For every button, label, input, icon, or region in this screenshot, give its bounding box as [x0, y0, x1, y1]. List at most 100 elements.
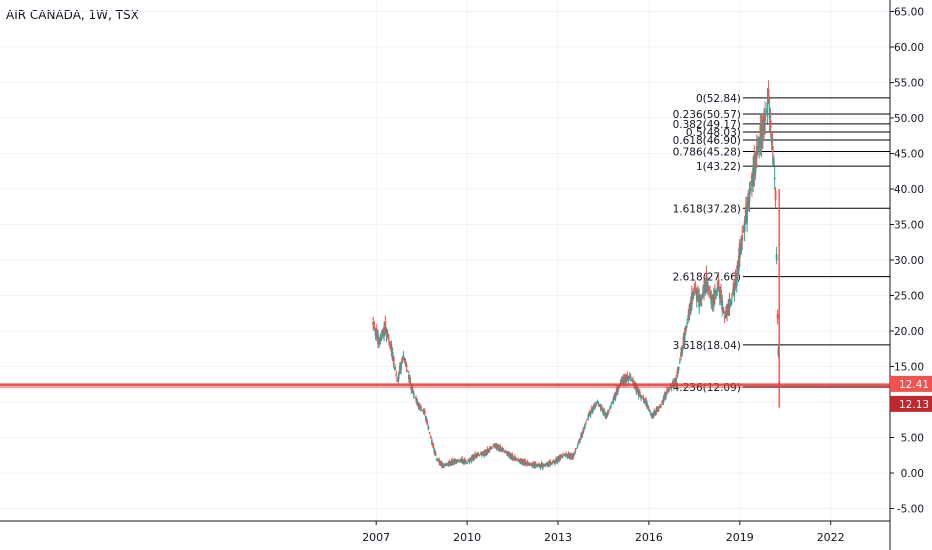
candle-body [434, 452, 437, 456]
candle-body [480, 453, 483, 456]
candle-body [390, 343, 393, 352]
candle-body [774, 190, 777, 200]
candle-body [400, 363, 402, 371]
candle-body [726, 304, 728, 316]
candle-body [613, 394, 616, 400]
candle-body [591, 407, 594, 412]
candle-body [757, 146, 759, 148]
candle-body [617, 387, 619, 393]
candle-body [595, 402, 598, 405]
fibonacci-levels[interactable]: 0(52.84) 0.236(50.57)0.382(49.17)0.5(48.0… [673, 93, 890, 394]
candle-body [770, 137, 773, 143]
candle-body [723, 316, 726, 318]
price-label-text: 12.13 [899, 399, 929, 411]
candle-body [755, 146, 758, 158]
y-tick-label: 30.00 [894, 255, 924, 267]
candle-body [564, 454, 567, 456]
candle-body [420, 406, 422, 410]
candle-body [532, 462, 535, 467]
candle-body [574, 450, 577, 452]
candle-body [487, 448, 490, 453]
candle-body [752, 167, 755, 187]
candle-body [571, 454, 573, 460]
candle-body [736, 260, 739, 275]
y-tick-label: 60.00 [894, 42, 924, 54]
candle-body [552, 461, 555, 463]
candle-body [486, 448, 489, 453]
candle-body [403, 358, 406, 360]
candle-body [586, 418, 588, 421]
candle-body [377, 334, 379, 345]
candle-body [640, 395, 642, 399]
candle-body [537, 465, 539, 467]
candle-body [391, 351, 394, 361]
candle-body [548, 462, 550, 467]
candle-body [580, 434, 583, 439]
y-tick-label: 45.00 [894, 149, 924, 161]
price-series [372, 80, 781, 471]
candle-body [604, 412, 607, 418]
candle-body [771, 145, 774, 153]
candle-body [722, 307, 725, 313]
candle-body [558, 456, 561, 461]
candle-body [743, 220, 746, 232]
fib-level-label: 1.618(37.28) [673, 203, 741, 215]
candle-body [776, 314, 779, 319]
candle-body [754, 153, 757, 173]
candle-body [630, 379, 633, 381]
x-tick-label: 2007 [362, 531, 390, 544]
y-tick-label: 40.00 [894, 184, 924, 196]
candle-body [502, 449, 505, 452]
price-line [0, 383, 890, 388]
candle-body [710, 295, 713, 304]
candle-body [550, 461, 553, 465]
candle-body [758, 137, 761, 150]
candle-body [753, 153, 756, 176]
candle-body [737, 255, 740, 271]
candle-body [431, 440, 433, 445]
candle-body [428, 432, 431, 434]
candle-body [508, 453, 511, 458]
candle-body [541, 464, 544, 469]
price-label-text: 12.41 [899, 379, 929, 391]
candle-body [596, 401, 599, 403]
candle-body [510, 454, 513, 460]
candle-body [490, 447, 492, 450]
candle-body [500, 447, 503, 452]
price-scale-labels: 12.41 12.13 [890, 375, 932, 412]
candle-body [587, 414, 590, 419]
candle-body [610, 405, 612, 407]
candle-body [724, 311, 727, 318]
candle-body [680, 352, 682, 357]
candle-body [777, 347, 780, 357]
price-label-box [890, 375, 932, 392]
candle-body [573, 452, 576, 456]
candle-body [423, 410, 426, 415]
candle-body [775, 254, 778, 261]
candle-body [520, 460, 523, 465]
grid [0, 0, 890, 521]
candle-body [705, 273, 708, 287]
candle-body [429, 436, 432, 439]
candle-body [675, 378, 678, 385]
candle-body [666, 389, 668, 393]
y-tick-label: 25.00 [894, 291, 924, 303]
candle-body [533, 463, 536, 468]
y-tick-label: 55.00 [894, 78, 924, 90]
candle-body [621, 376, 624, 383]
candle-body [602, 409, 604, 414]
candle-body [767, 89, 770, 103]
candle-body [418, 405, 421, 410]
candle-body [509, 452, 512, 458]
price-label-box [890, 395, 932, 412]
candle-body [584, 422, 587, 424]
candle-body [706, 282, 709, 292]
candle-body [625, 376, 628, 384]
candle-body [684, 326, 687, 332]
candle-body [735, 273, 738, 286]
candle-body [455, 459, 458, 463]
x-tick-label: 2010 [453, 531, 481, 544]
candle-body [459, 459, 461, 462]
